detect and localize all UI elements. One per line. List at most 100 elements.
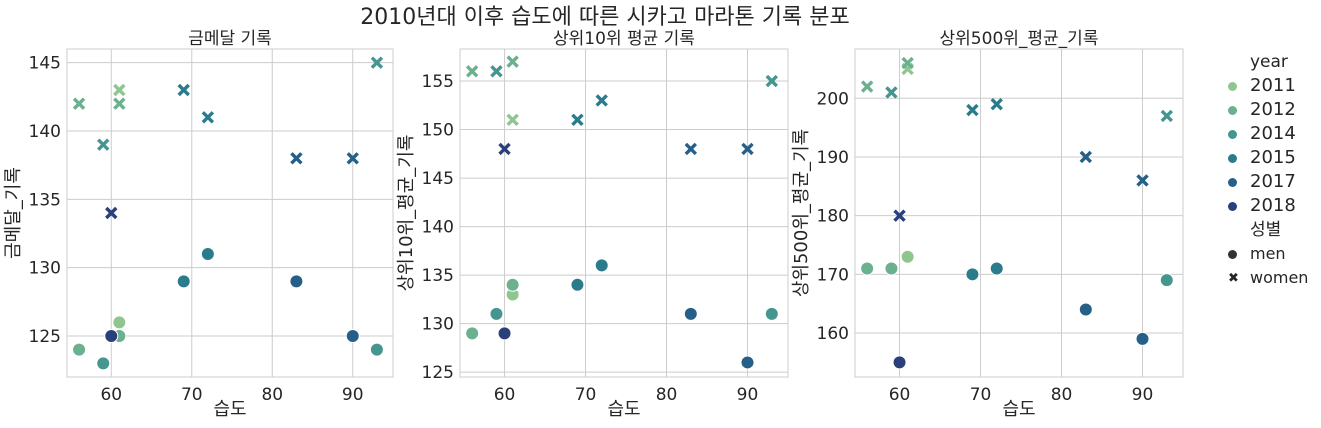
data-point-women-2015 <box>177 83 190 97</box>
data-point-men-2012 <box>72 342 87 357</box>
x-tick-label: 60 <box>889 385 911 405</box>
legend-label: 2012 <box>1250 99 1296 120</box>
legend-label: 2017 <box>1250 171 1296 192</box>
data-point-women-2014 <box>97 138 110 151</box>
legend-item-2012: 2012 <box>1228 98 1320 122</box>
legend: year 2011 2012 2014 2015 2017 2018 성별 men ✖ wom… <box>1228 50 1320 290</box>
figure-suptitle: 2010년대 이후 습도에 따른 시카고 마라톤 기록 분포 <box>360 5 850 30</box>
legend-marker <box>1228 146 1250 170</box>
data-point-women-2012 <box>465 65 479 78</box>
data-point-women-2011 <box>113 83 126 97</box>
legend-year-list: 2011 2012 2014 2015 2017 2018 <box>1228 74 1320 218</box>
y-tick-label: 140 <box>422 218 454 238</box>
legend-hue-title: year <box>1250 52 1288 72</box>
data-point-women-2017 <box>290 152 303 165</box>
data-point-women-2012 <box>72 97 86 110</box>
legend-label: women <box>1250 268 1309 287</box>
legend-gender-list: men ✖ women <box>1228 242 1320 290</box>
circle-marker-icon <box>1228 153 1237 163</box>
legend-item-2014: 2014 <box>1228 122 1320 146</box>
data-point-men-2012 <box>505 277 520 292</box>
x-tick-label: 90 <box>737 385 759 405</box>
data-point-men-2014 <box>489 306 504 321</box>
legend-marker <box>1228 242 1250 266</box>
data-point-women-2014 <box>490 65 503 78</box>
legend-item-2018: 2018 <box>1228 194 1320 218</box>
y-tick-label: 150 <box>422 121 454 141</box>
data-point-women-2011 <box>506 113 519 127</box>
data-point-men-2017 <box>1135 331 1150 346</box>
data-point-women-2018 <box>498 142 511 156</box>
data-point-men-2017 <box>1078 302 1093 317</box>
data-point-men-2017 <box>683 306 698 321</box>
x-tick-label: 80 <box>656 385 678 405</box>
data-point-men-2017 <box>740 355 755 370</box>
data-point-women-2017 <box>346 152 359 165</box>
circle-marker-icon <box>1228 177 1237 187</box>
data-point-men-2014 <box>1159 273 1174 288</box>
y-tick-label: 135 <box>422 266 454 286</box>
circle-marker-icon <box>1228 81 1237 91</box>
x-tick-label: 70 <box>181 385 203 405</box>
subplot-2: 60 70 80 90 125 130 135 140 145 150 155 상위10위 평균 기록… <box>396 29 789 420</box>
y-tick-label: 200 <box>817 89 849 109</box>
data-point-women-2017 <box>1136 174 1149 187</box>
circle-marker-icon <box>1228 201 1237 211</box>
circle-marker-icon <box>1228 105 1237 115</box>
legend-marker <box>1228 170 1250 194</box>
data-point-men-2017 <box>345 329 360 343</box>
data-point-women-2017 <box>741 142 754 156</box>
x-tick-label: 80 <box>261 385 283 405</box>
circle-marker-icon <box>1228 129 1237 139</box>
data-point-men-2018 <box>497 326 512 341</box>
legend-label: men <box>1250 244 1286 263</box>
x-tick-label: 60 <box>494 385 516 405</box>
legend-style-title: 성별 <box>1250 220 1282 240</box>
data-point-women-2015 <box>990 97 1003 111</box>
data-point-men-2012 <box>465 326 480 341</box>
y-tick-label: 155 <box>422 72 454 92</box>
x-tick-label: 90 <box>342 385 364 405</box>
x-axis-label: 습도 <box>213 399 246 420</box>
legend-label: 2018 <box>1250 195 1296 216</box>
legend-marker <box>1228 74 1250 98</box>
x-tick-label: 80 <box>1051 385 1073 405</box>
y-tick-label: 140 <box>29 122 61 142</box>
y-tick-label: 125 <box>29 327 61 347</box>
legend-item-2011: 2011 <box>1228 74 1320 98</box>
y-axis-label: 상위10위_평균_기록 <box>396 135 417 292</box>
y-tick-label: 135 <box>29 190 61 210</box>
x-marker-icon: ✖ <box>1228 270 1239 286</box>
x-tick-label: 70 <box>575 385 597 405</box>
data-point-women-2017 <box>684 142 698 156</box>
data-point-men-2015 <box>965 267 980 282</box>
legend-marker: ✖ <box>1228 266 1250 290</box>
x-axis-label: 습도 <box>607 399 640 420</box>
data-point-men-2014 <box>96 356 111 371</box>
y-tick-label: 125 <box>422 363 454 383</box>
legend-label: 2015 <box>1250 147 1296 168</box>
subplot-title: 상위10위 평균 기록 <box>553 29 695 49</box>
data-point-men-2015 <box>989 261 1004 276</box>
data-point-women-2015 <box>595 94 608 107</box>
data-point-men-2015 <box>570 277 585 292</box>
y-tick-label: 145 <box>422 169 454 189</box>
data-point-women-2015 <box>201 111 215 124</box>
data-point-women-2017 <box>1079 150 1093 164</box>
data-point-men-2015 <box>200 247 215 261</box>
data-point-men-2012 <box>860 261 875 276</box>
data-point-women-2015 <box>966 103 979 117</box>
y-tick-label: 170 <box>817 265 849 285</box>
axes-frame <box>854 48 1184 378</box>
data-point-men-2011 <box>900 249 915 264</box>
y-axis-label: 금메달_기록 <box>3 167 24 259</box>
legend-label: 2014 <box>1250 123 1296 144</box>
data-point-men-2011 <box>112 315 127 330</box>
data-point-women-2012 <box>901 56 914 70</box>
legend-label: 2011 <box>1250 75 1296 96</box>
data-point-women-2018 <box>105 206 118 220</box>
circle-marker-icon <box>1228 249 1237 259</box>
subplot-3: 60 70 80 90160170180190200상위500위_평균_기록습도상위5… <box>791 29 1184 420</box>
